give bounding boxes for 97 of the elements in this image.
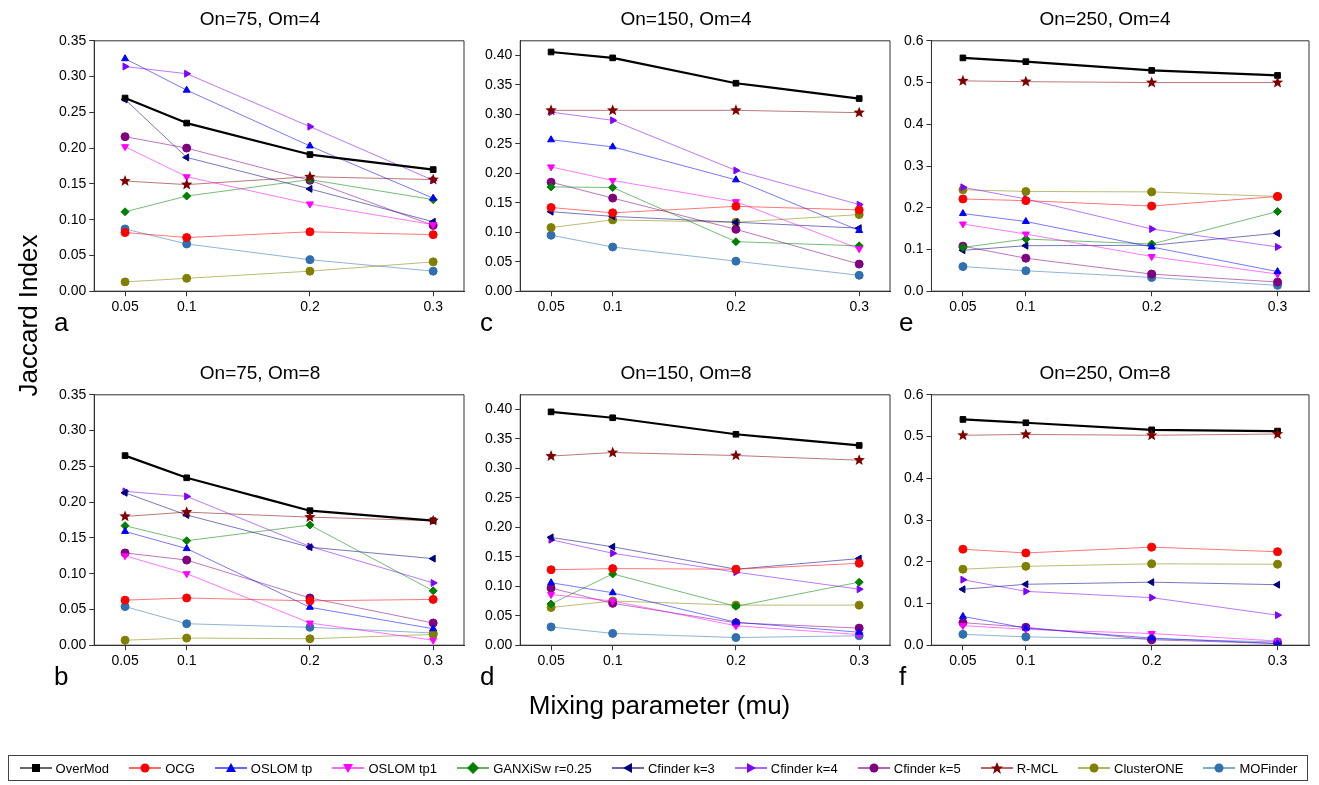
y-tick-label: 0.00 [59, 636, 87, 653]
x-tick-label: 0.05 [949, 298, 977, 315]
y-tick-label: 0.3 [903, 156, 924, 173]
y-tick-label: 0.10 [485, 577, 513, 594]
x-tick-label: 0.05 [537, 298, 565, 315]
x-tick-label: 0.05 [111, 298, 139, 315]
legend-label: ClusterONE [1114, 760, 1184, 776]
y-tick-label: 0.30 [59, 421, 87, 438]
y-tick-label: 0.25 [485, 134, 513, 151]
y-tick-label: 0.15 [59, 174, 87, 191]
y-tick-label: 0.30 [59, 67, 87, 84]
y-tick-label: 0.5 [903, 73, 924, 90]
x-tick-label: 0.2 [1141, 298, 1162, 315]
y-tick-label: 0.35 [59, 385, 87, 402]
y-tick-label: 0.1 [903, 240, 924, 257]
x-tick-label: 0.3 [849, 298, 870, 315]
x-tick-label: 0.3 [423, 652, 444, 669]
chart-title: On=150, Om=4 [620, 7, 752, 29]
text: b [54, 661, 69, 692]
y-tick-label: 0.00 [59, 282, 87, 299]
x-tick-label: 0.2 [1141, 652, 1162, 669]
text: d [480, 661, 495, 692]
y-tick-label: 0.20 [485, 164, 513, 181]
text: a [54, 307, 69, 338]
y-tick-label: 0.6 [903, 385, 924, 402]
legend-label: OverMod [55, 760, 110, 776]
x-tick-label: 0.3 [849, 652, 870, 669]
legend-label: OSLOM tp1 [368, 760, 438, 776]
x-tick-label: 0.3 [1267, 652, 1288, 669]
y-tick-label: 0.30 [485, 459, 513, 476]
x-tick-label: 0.3 [1267, 298, 1288, 315]
text: c [480, 307, 493, 338]
legend-label: OCG [165, 760, 195, 776]
chart-title: On=250, Om=4 [1039, 7, 1171, 29]
legend-label: GANXiSw r=0.25 [493, 760, 592, 776]
y-tick-label: 0.25 [59, 103, 87, 120]
y-tick-label: 0.00 [485, 636, 513, 653]
y-tick-label: 0.35 [485, 75, 513, 92]
x-tick-label: 0.2 [300, 652, 320, 669]
legend-label: OSLOM tp [250, 760, 313, 776]
x-tick-label: 0.1 [176, 298, 197, 315]
y-tick-label: 0.00 [485, 282, 513, 299]
x-tick-label: 0.2 [300, 298, 320, 315]
legend-label: Cfinder k=4 [770, 760, 838, 776]
y-tick-label: 0.05 [59, 600, 87, 617]
x-tick-label: 0.05 [111, 652, 139, 669]
y-tick-label: 0.2 [903, 552, 924, 569]
x-tick-label: 0.1 [1016, 652, 1036, 669]
legend-label: Cfinder k=3 [647, 760, 715, 776]
y-tick-label: 0.40 [485, 400, 513, 417]
y-tick-label: 0.05 [485, 252, 513, 269]
y-tick-label: 0.2 [903, 198, 924, 215]
y-tick-label: 0.4 [903, 469, 924, 486]
y-tick-label: 0.25 [485, 488, 513, 505]
y-tick-label: 0.20 [59, 492, 87, 509]
chart-title: On=75, Om=4 [199, 7, 321, 29]
y-tick-label: 0.10 [485, 223, 513, 240]
y-tick-label: 0.20 [59, 138, 87, 155]
y-tick-label: 0.10 [59, 210, 87, 227]
y-tick-label: 0.25 [59, 457, 87, 474]
legend-label: R-MCL [1016, 760, 1058, 776]
y-tick-label: 0.3 [903, 510, 924, 527]
chart-title: On=250, Om=8 [1039, 361, 1171, 383]
y-tick-label: 0.15 [59, 528, 87, 545]
text: e [899, 307, 914, 338]
x-tick-label: 0.3 [423, 298, 444, 315]
x-tick-label: 0.05 [537, 652, 565, 669]
y-tick-label: 0.35 [485, 429, 513, 446]
text: f [899, 661, 907, 692]
y-tick-label: 0.5 [903, 427, 924, 444]
y-tick-label: 0.10 [59, 564, 87, 581]
y-tick-label: 0.4 [903, 115, 924, 132]
x-axis-title: Mixing parameter (mu) [527, 690, 792, 721]
x-tick-label: 0.2 [726, 652, 746, 669]
y-axis-title: Jaccard Index [12, 233, 44, 399]
y-tick-label: 0.0 [903, 636, 924, 653]
x-tick-label: 0.1 [176, 652, 197, 669]
y-tick-label: 0.15 [485, 193, 513, 210]
y-tick-label: 0.15 [485, 547, 513, 564]
y-tick-label: 0.30 [485, 105, 513, 122]
x-tick-label: 0.2 [726, 298, 746, 315]
y-tick-label: 0.35 [59, 31, 87, 48]
x-tick-label: 0.1 [602, 652, 623, 669]
x-tick-label: 0.05 [949, 652, 977, 669]
y-tick-label: 0.40 [485, 46, 513, 63]
y-tick-label: 0.0 [903, 282, 924, 299]
y-tick-label: 0.1 [903, 594, 924, 611]
legend-label: MOFinder [1239, 760, 1298, 776]
y-tick-label: 0.6 [903, 31, 924, 48]
y-tick-label: 0.20 [485, 518, 513, 535]
y-tick-label: 0.05 [59, 246, 87, 263]
chart-title: On=75, Om=8 [199, 361, 321, 383]
y-tick-label: 0.05 [485, 606, 513, 623]
x-tick-label: 0.1 [1016, 298, 1036, 315]
chart-title: On=150, Om=8 [620, 361, 752, 383]
legend-label: Cfinder k=5 [893, 760, 961, 776]
x-tick-label: 0.1 [602, 298, 623, 315]
